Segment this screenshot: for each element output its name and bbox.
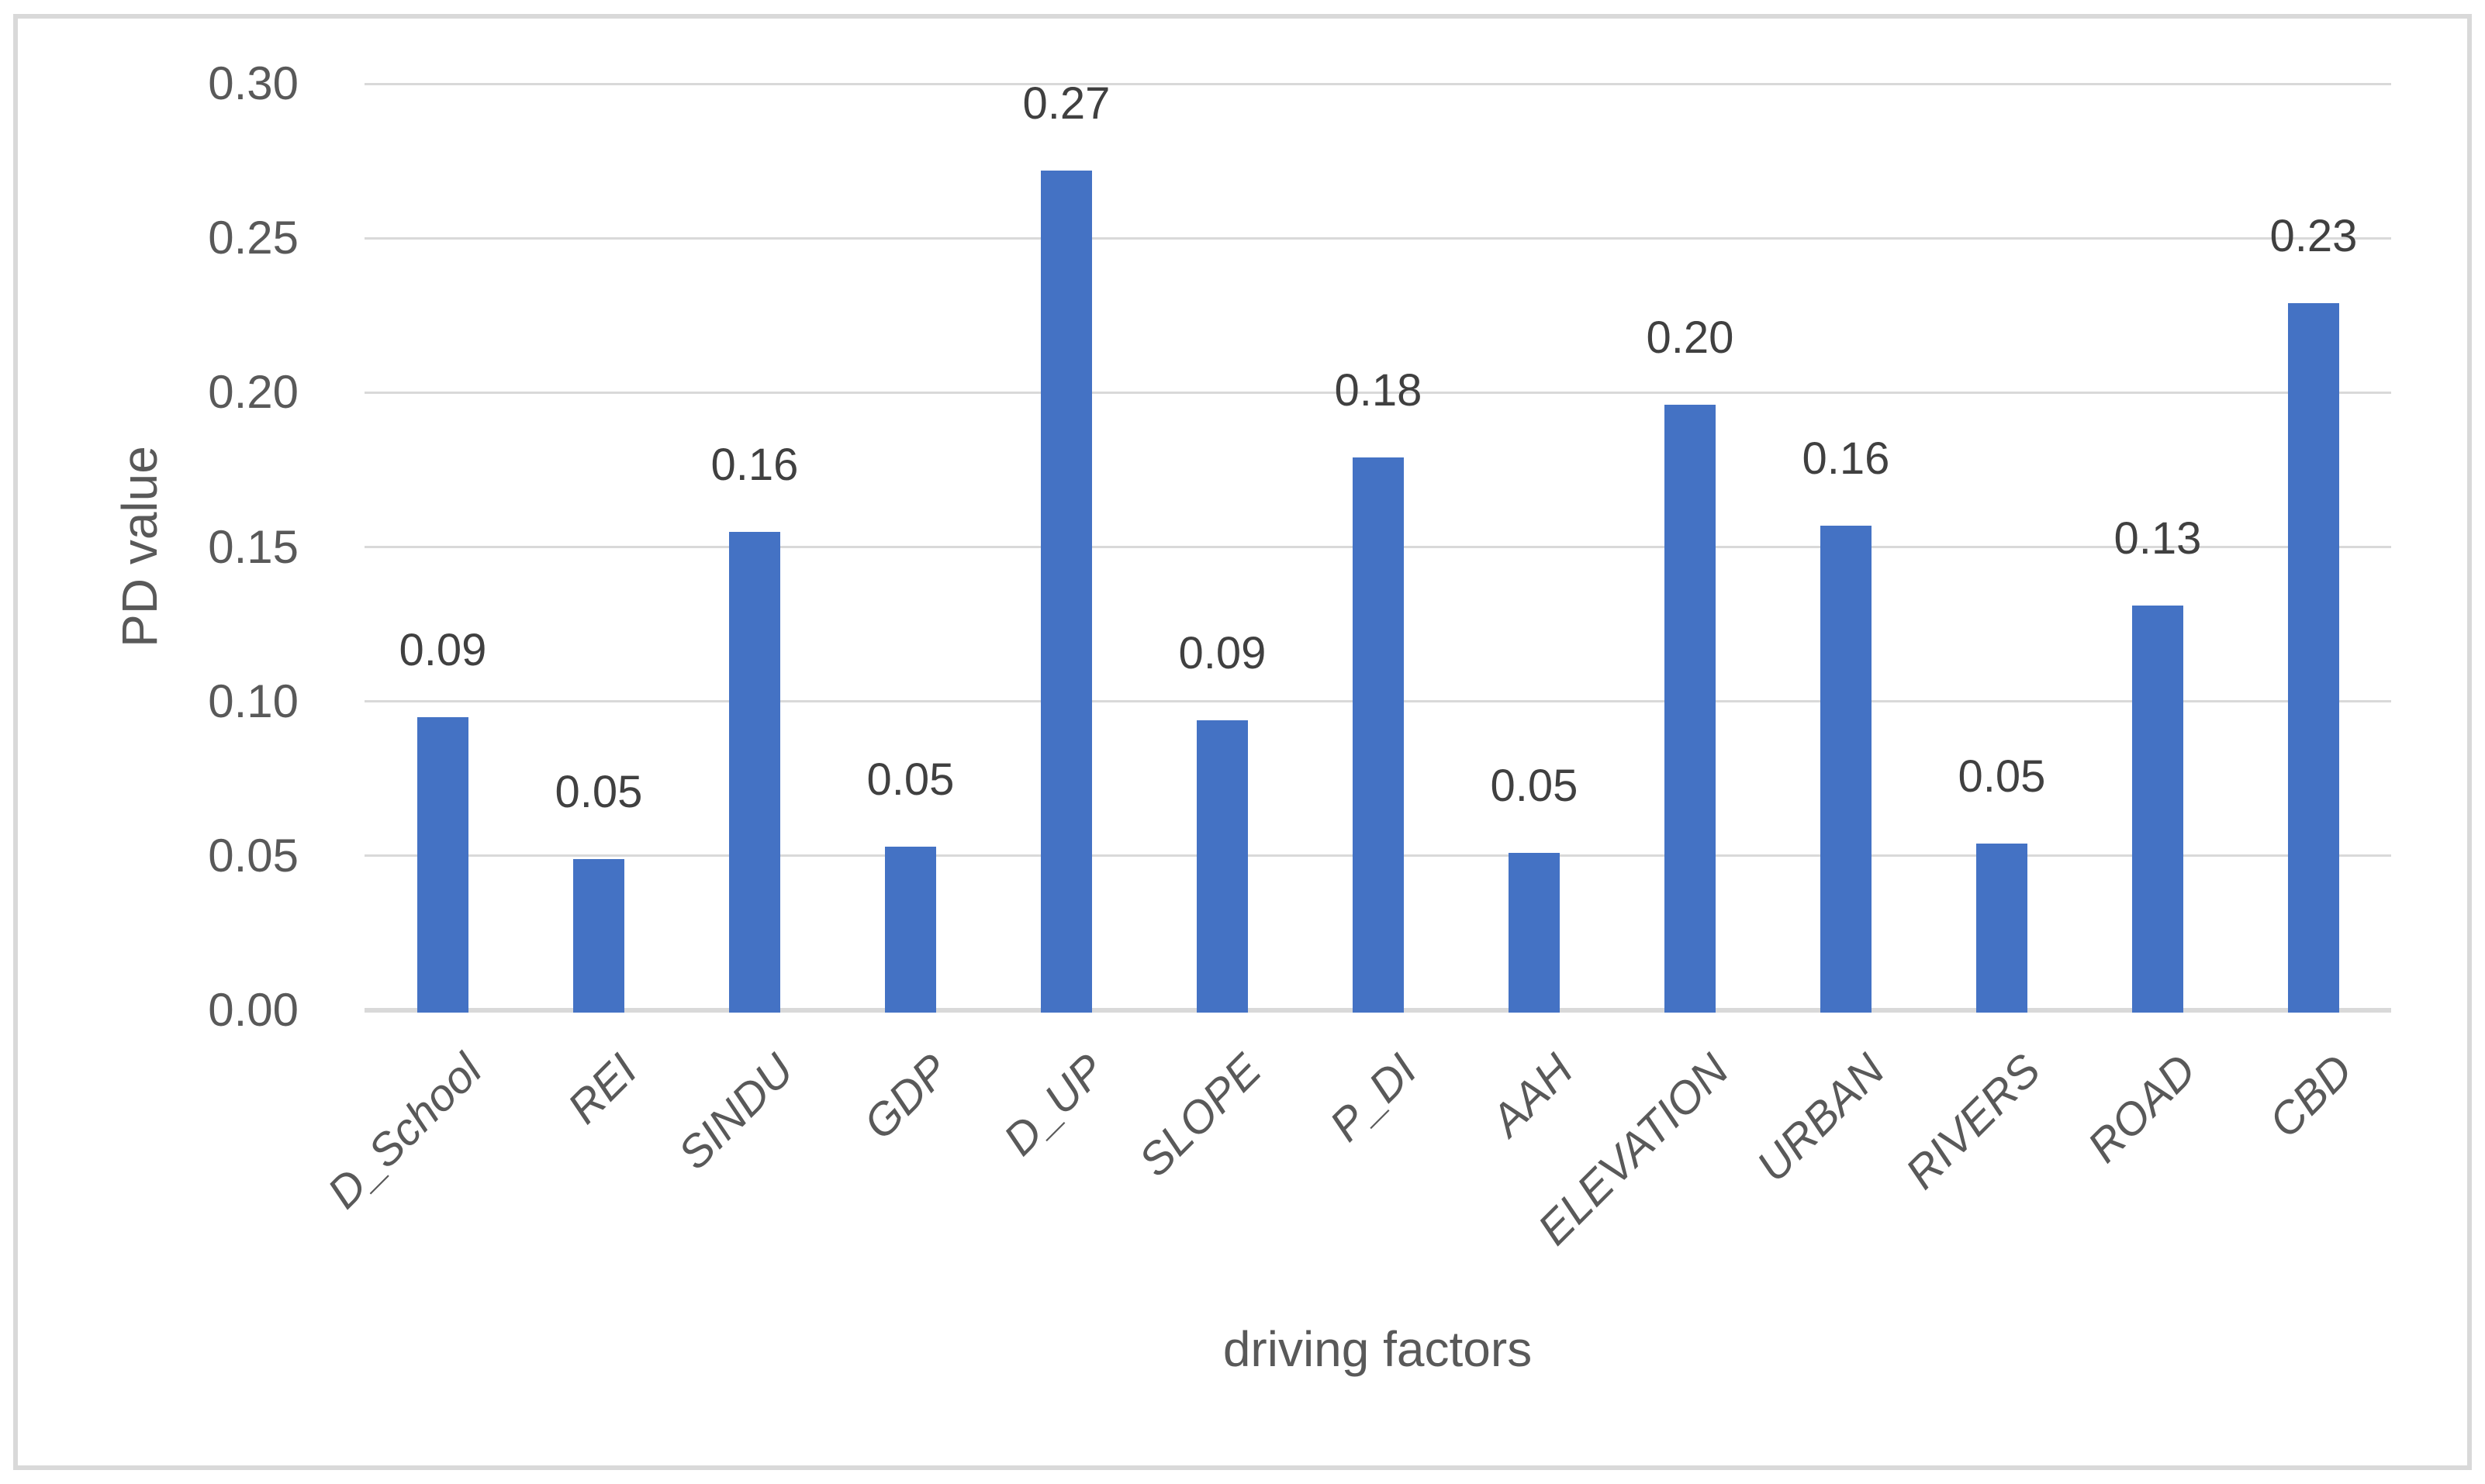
bar-urban — [1820, 526, 1872, 1013]
gridline — [365, 83, 2391, 85]
bar-d_school — [417, 717, 468, 1013]
bar-value-label: 0.09 — [399, 625, 487, 675]
bar-rivers — [1976, 844, 2027, 1013]
y-axis-tick-label: 0.20 — [208, 366, 299, 418]
gridline — [365, 237, 2391, 240]
x-axis-title: driving factors — [1222, 1321, 1533, 1377]
y-axis-tick-label: 0.10 — [208, 675, 299, 727]
bar-value-label: 0.13 — [2113, 513, 2202, 564]
bar-cbd — [2288, 303, 2339, 1013]
bar-value-label: 0.05 — [1490, 761, 1578, 811]
bar-value-label: 0.23 — [2269, 211, 2358, 261]
y-axis-tick-label: 0.25 — [208, 212, 299, 264]
bar-d_up — [1041, 171, 1092, 1013]
bar-value-label: 0.18 — [1334, 365, 1422, 416]
gridline — [365, 392, 2391, 394]
y-axis-tick-label: 0.15 — [208, 521, 299, 573]
bar-slope — [1197, 720, 1248, 1013]
bar-sindu — [729, 532, 780, 1013]
bar-value-label: 0.20 — [1646, 312, 1734, 363]
bar-value-label: 0.16 — [710, 440, 799, 490]
bar-value-label: 0.05 — [866, 754, 955, 805]
bar-value-label: 0.05 — [555, 767, 643, 817]
bar-value-label: 0.05 — [1958, 751, 2046, 802]
bar-aah — [1509, 853, 1560, 1013]
y-axis-tick-label: 0.30 — [208, 57, 299, 109]
bar-gdp — [885, 847, 936, 1013]
bar-rei — [573, 859, 624, 1013]
bar-elevation — [1664, 405, 1716, 1013]
chart-frame — [13, 14, 2472, 1470]
y-axis-tick-label: 0.05 — [208, 830, 299, 882]
y-axis-tick-label: 0.00 — [208, 984, 299, 1036]
bar-value-label: 0.16 — [1802, 433, 1890, 484]
bar-value-label: 0.09 — [1178, 628, 1267, 678]
bar-value-label: 0.27 — [1022, 78, 1111, 129]
bar-road — [2132, 606, 2183, 1013]
bar-p_di — [1353, 457, 1404, 1013]
